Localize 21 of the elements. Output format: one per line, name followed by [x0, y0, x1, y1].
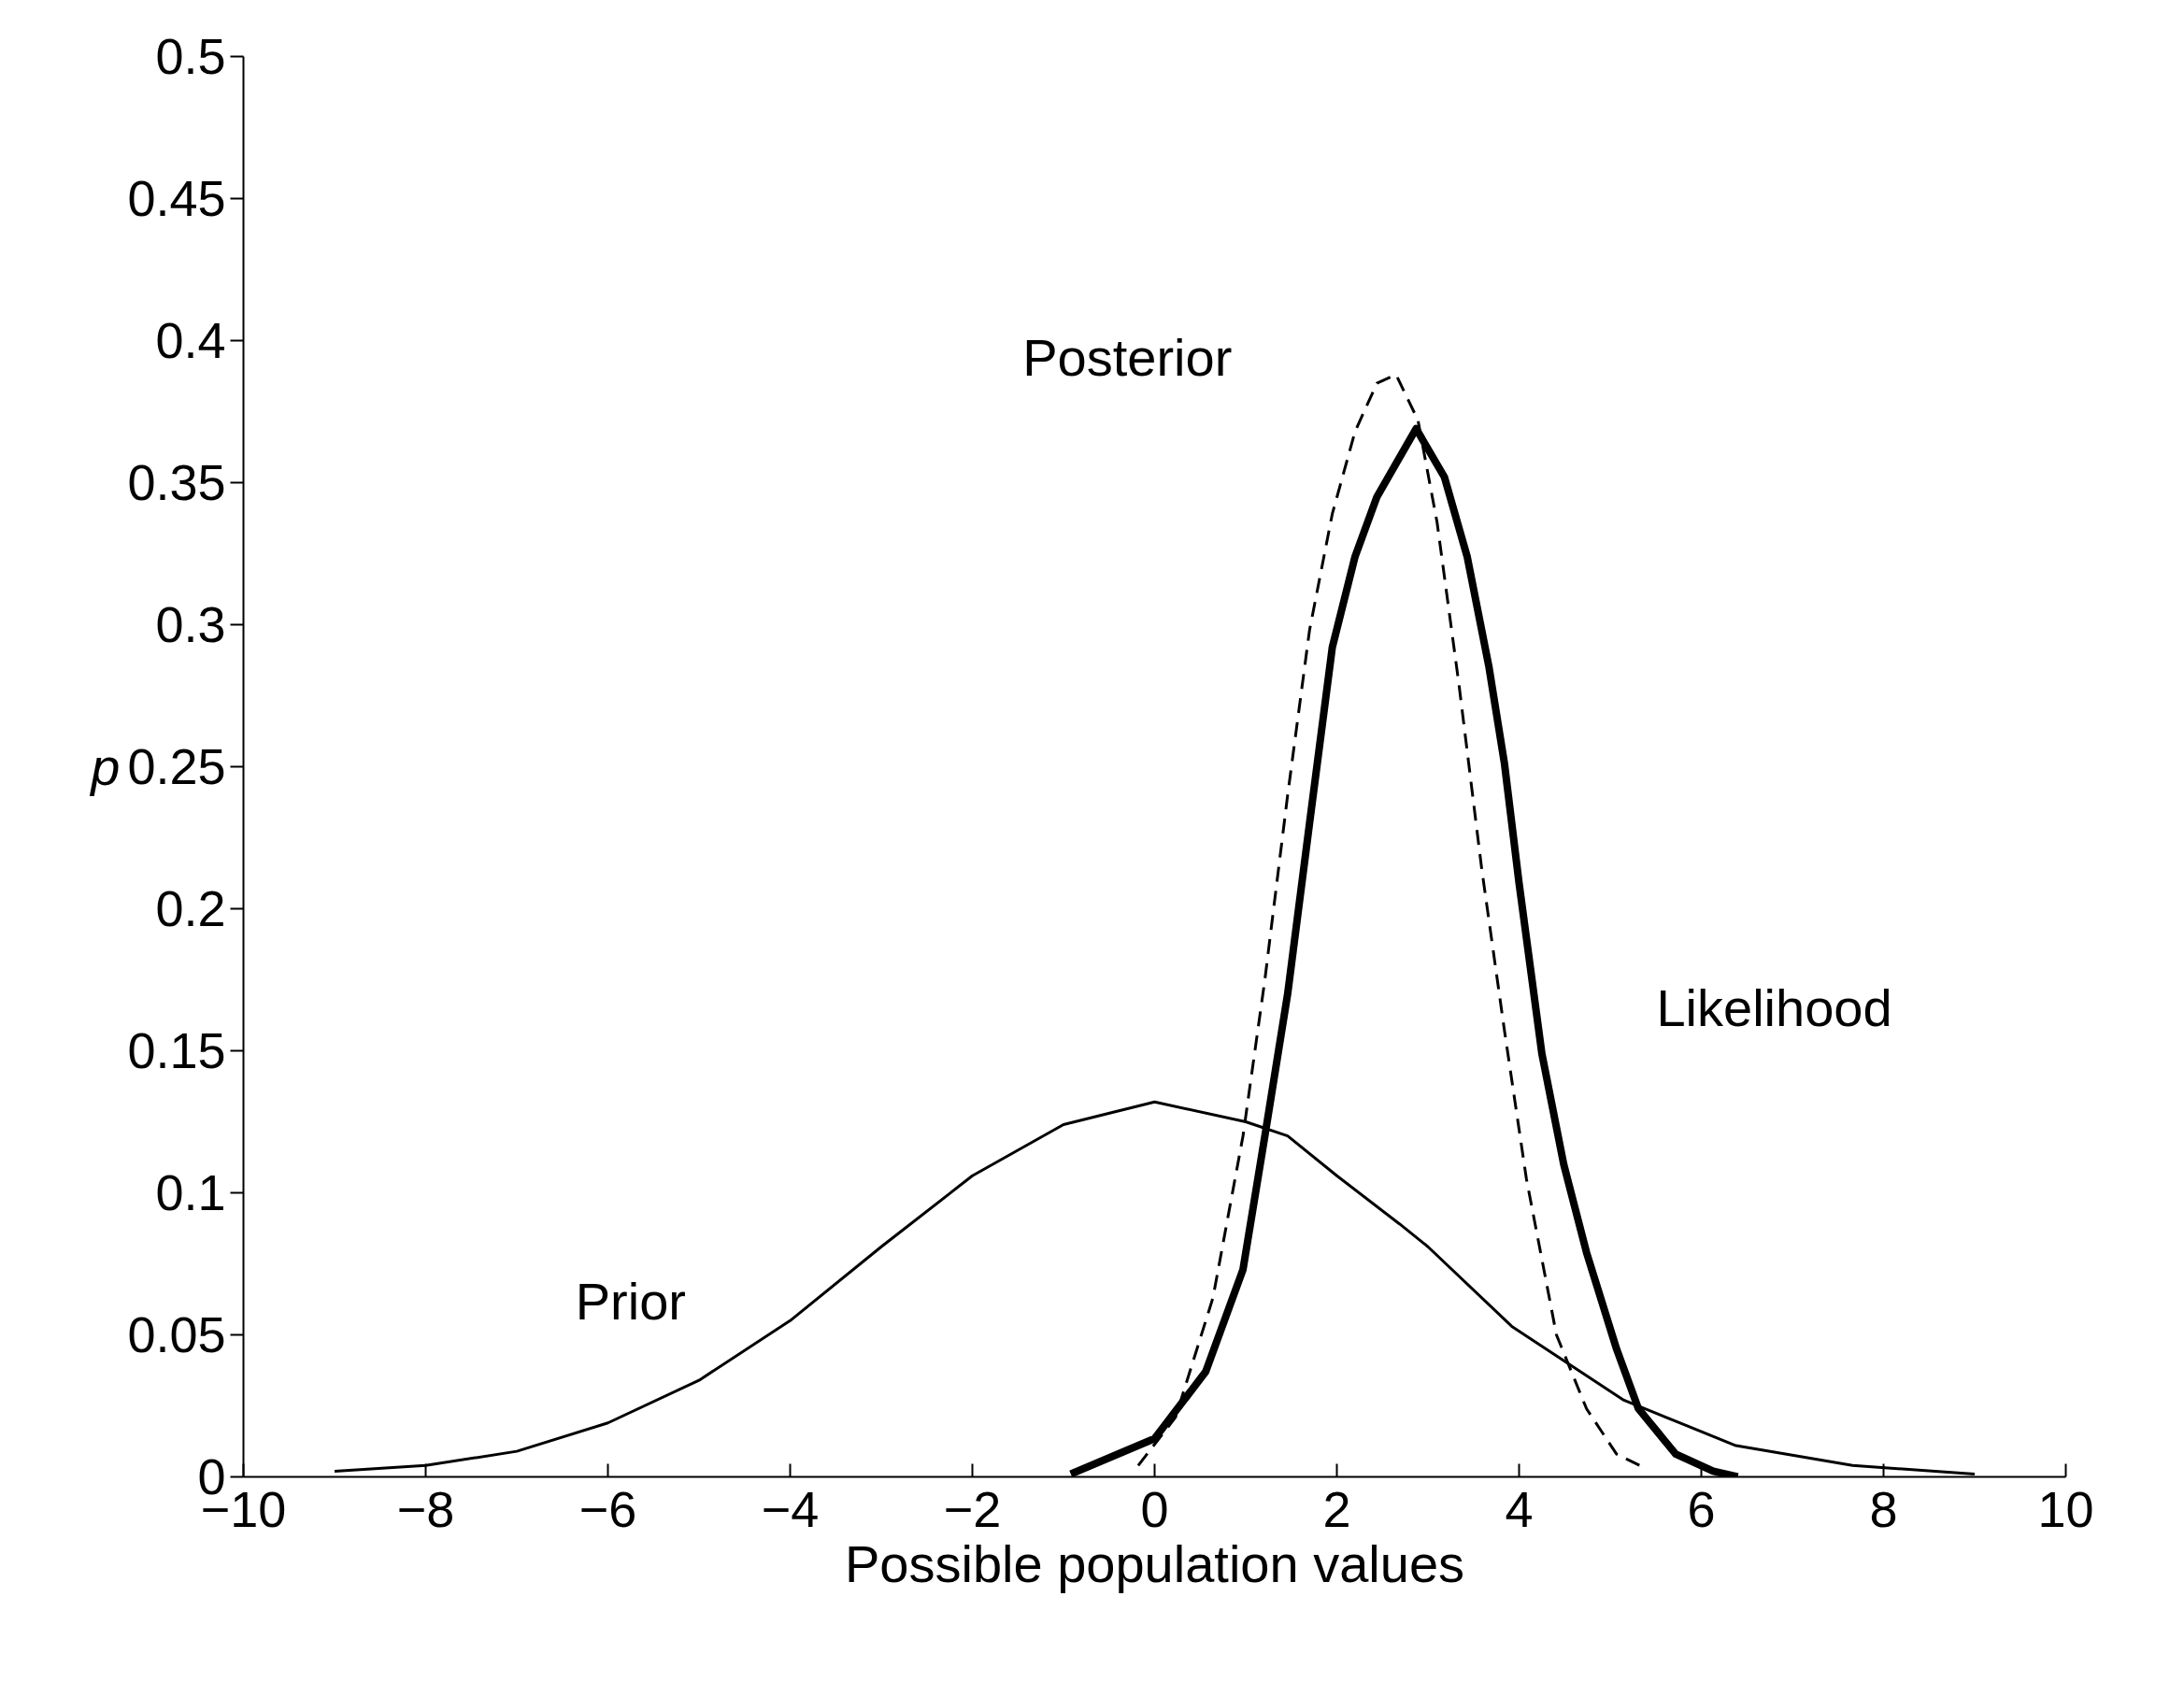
y-tick-label: 0.2 [155, 880, 226, 936]
y-tick-label: 0.1 [155, 1164, 226, 1220]
y-tick-label: 0.35 [127, 454, 226, 510]
x-tick-label: 10 [2037, 1480, 2094, 1537]
y-tick-label: 0.45 [127, 170, 226, 226]
y-tick-label: 0.4 [155, 312, 226, 368]
y-tick-label: 0.15 [127, 1022, 226, 1078]
text: Posterior [1022, 328, 1233, 388]
x-tick-label: −8 [396, 1480, 455, 1537]
x-tick-label: −4 [761, 1480, 820, 1537]
y-tick-label: 0.5 [155, 28, 226, 84]
x-tick-label: 6 [1687, 1480, 1716, 1537]
text: Likelihood [1656, 978, 1892, 1038]
x-tick-label: 8 [1869, 1480, 1898, 1537]
x-tick-label: 4 [1505, 1480, 1534, 1537]
y-tick-label: 0.05 [127, 1306, 226, 1362]
series-label: Prior [575, 1271, 686, 1331]
y-tick-label: 0.25 [127, 738, 226, 794]
y-tick-label: 0.3 [155, 596, 226, 652]
y-axis-title: p [89, 737, 121, 796]
x-tick-label: −6 [578, 1480, 637, 1537]
